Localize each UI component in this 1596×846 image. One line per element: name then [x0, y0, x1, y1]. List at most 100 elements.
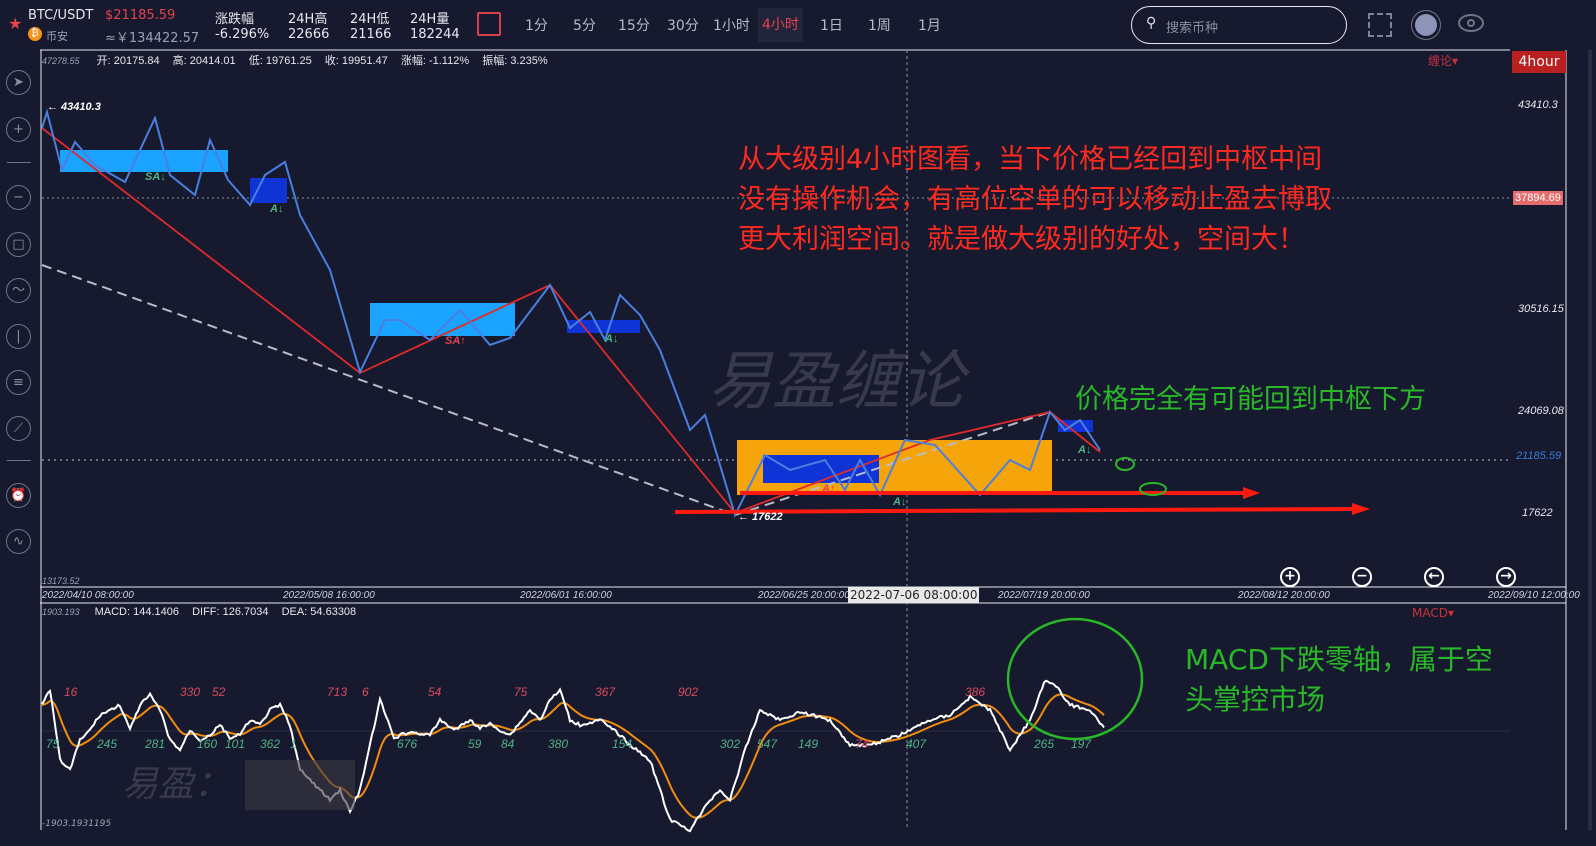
- crosshair-time-label: 2022-07-06 08:00:00: [848, 587, 980, 603]
- signal-marker: A↑: [822, 483, 836, 495]
- macd-trough-label: 380: [548, 737, 569, 751]
- time-label: 2022/07/19 20:00:00: [998, 590, 1090, 601]
- arrowhead: [1243, 487, 1260, 499]
- macd-trough-label: 101: [225, 737, 246, 751]
- symbol-name[interactable]: BTC/USDT: [28, 8, 94, 23]
- crosshair-tool-icon[interactable]: +: [6, 117, 31, 142]
- macd-trough-label: 407: [906, 737, 927, 751]
- stat-label: 24H低: [350, 12, 390, 27]
- support-arrow: [674, 507, 1356, 514]
- macd-trough-label: 245: [97, 737, 118, 751]
- stat-label: 涨跌幅: [215, 12, 255, 27]
- timeframe-tab[interactable]: 4小时: [758, 8, 803, 42]
- indicator-dropdown[interactable]: 缠论▾: [1428, 54, 1459, 68]
- annotation-line: 从大级别4小时图看，当下价格已经回到中枢中间: [738, 144, 1323, 175]
- macd-trough-label: 160: [197, 737, 218, 751]
- timeframe-tab[interactable]: 1分: [525, 18, 548, 34]
- diff-line: [41, 679, 1105, 833]
- parallel-lines-tool-icon[interactable]: ≡: [6, 370, 31, 395]
- zoom-out-button[interactable]: −: [1352, 567, 1372, 587]
- annotation-line: 更大利润空间。就是做大级别的好处，空间大！: [738, 224, 1305, 255]
- current-price-label: 21185.59: [1516, 450, 1562, 462]
- macd-trough-label: 149: [798, 737, 819, 751]
- exchange-name: 币安: [46, 30, 68, 43]
- timeframe-tab[interactable]: 30分: [667, 18, 699, 34]
- annotation-line: MACD下跌零轴，属于空: [1185, 643, 1493, 676]
- low-value: 低: 19761.25: [248, 55, 312, 67]
- dea-line: [41, 693, 1105, 819]
- macd-trough-label: 265: [1034, 737, 1055, 751]
- macd-trough-label: 197: [1071, 737, 1092, 751]
- timeframe-tab[interactable]: 1周: [868, 18, 891, 34]
- timeframe-tab[interactable]: 5分: [573, 18, 596, 34]
- macd-trough-label: 281: [145, 737, 166, 751]
- target-ellipse: [1115, 457, 1135, 471]
- macd-peak-label: 713: [327, 685, 348, 699]
- macd-peak-label: 54: [428, 685, 442, 699]
- macd-trough-label: 302: [720, 737, 741, 751]
- macd-trough-label: 84: [501, 737, 515, 751]
- scrollbar[interactable]: [1588, 50, 1592, 830]
- stat-value: -6.296%: [215, 27, 270, 42]
- price-label: 30516.15: [1518, 303, 1564, 315]
- toolbar-divider: [7, 460, 31, 461]
- pivot-box: [763, 455, 879, 483]
- crosshair-price-label: 37894.69: [1513, 191, 1563, 205]
- favorite-star-icon[interactable]: ★: [8, 14, 23, 33]
- alarm-tool-icon[interactable]: ⏰: [6, 483, 31, 508]
- chart-type-button[interactable]: [477, 12, 501, 36]
- timeframe-tab[interactable]: 1月: [918, 18, 941, 34]
- macd-indicator-dropdown[interactable]: MACD▾: [1412, 606, 1454, 620]
- annotation-main: 从大级别4小时图看，当下价格已经回到中枢中间 没有操作机会，有高位空单的可以移动…: [738, 140, 1332, 260]
- eye-icon[interactable]: [1458, 14, 1484, 32]
- stat-value: 21166: [350, 27, 392, 42]
- theme-sun-icon[interactable]: [1415, 14, 1437, 36]
- signal-marker: SA↑: [445, 335, 466, 347]
- watermark: 易盈缠论: [708, 345, 964, 419]
- last-price: $21185.59: [105, 8, 176, 23]
- ruler-tool-icon[interactable]: ⟋: [6, 416, 31, 441]
- target-ellipse: [1139, 482, 1167, 496]
- macd-trough-label: 154: [612, 737, 633, 751]
- time-label: 2022/05/08 16:00:00: [283, 590, 375, 601]
- fullscreen-icon[interactable]: [1368, 13, 1392, 37]
- stat-value: 22666: [288, 27, 330, 42]
- macd-top-value: 1903.193: [42, 607, 80, 617]
- macd-info-bar: 1903.193 MACD: 144.1406 DIFF: 126.7034 D…: [42, 606, 356, 618]
- macd-trough-label: 75: [46, 737, 60, 751]
- vertical-line-tool-icon[interactable]: |: [6, 324, 31, 349]
- scroll-left-button[interactable]: ←: [1424, 567, 1444, 587]
- close-value: 收: 19951.47: [324, 55, 388, 67]
- search-input[interactable]: ⚲ 搜索币种: [1131, 6, 1347, 44]
- time-label: 2022/06/01 16:00:00: [520, 590, 612, 601]
- timeframe-tab[interactable]: 1小时: [713, 18, 750, 34]
- scroll-right-button[interactable]: →: [1496, 567, 1516, 587]
- timeframe-tab[interactable]: 15分: [618, 18, 650, 34]
- annotation-price-note: 价格完全有可能回到中枢下方: [1075, 384, 1426, 415]
- zoom-in-button[interactable]: +: [1280, 567, 1300, 587]
- macd-peak-label: 330: [180, 685, 201, 699]
- timeframe-tab[interactable]: 1日: [820, 18, 843, 34]
- horizontal-line-tool-icon[interactable]: −: [6, 185, 31, 210]
- change-value: 涨幅: -1.112%: [400, 55, 470, 67]
- annotation-line: 头掌控市场: [1185, 683, 1326, 716]
- macd-bottom-value: -1903.1931195: [42, 819, 112, 829]
- macd-peak-label: 6: [362, 685, 369, 699]
- wave-tool-icon[interactable]: ∿: [6, 529, 31, 554]
- stat-label: 24H高: [288, 12, 328, 27]
- cursor-tool-icon[interactable]: ➤: [6, 70, 31, 95]
- macd-peak-label: 75: [514, 685, 528, 699]
- pivot-box: [60, 150, 228, 172]
- dea-value: DEA: 54.63308: [281, 606, 357, 618]
- zigzag-line: [41, 108, 1101, 518]
- period-badge: 4hour: [1512, 51, 1566, 73]
- info-bar: 47278.55 开: 20175.84 高: 20414.01 低: 1976…: [42, 52, 548, 68]
- macd-trough-label: 1: [290, 737, 297, 751]
- polyline-tool-icon[interactable]: 〜: [6, 278, 31, 303]
- rectangle-tool-icon[interactable]: □: [6, 232, 31, 257]
- macd-trough-label: 547: [757, 737, 778, 751]
- high-marker: ← 43410.3: [47, 101, 101, 113]
- low-marker: ← 17622: [738, 511, 783, 523]
- macd-highlight-circle: [1006, 617, 1144, 741]
